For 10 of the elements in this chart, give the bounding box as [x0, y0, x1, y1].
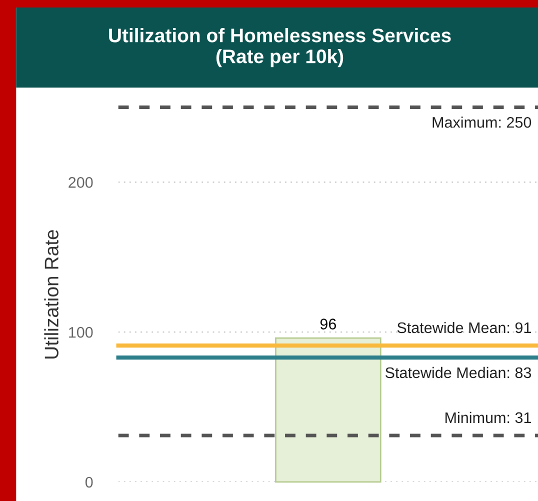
- y-tick-label: 200: [68, 177, 93, 188]
- ref-line-label: Maximum: 250: [432, 116, 532, 128]
- chart-title: Utilization of Homelessness Services (Rate per 10k): [109, 28, 451, 68]
- ref-line-label: Statewide Mean: 91: [397, 322, 531, 334]
- ref-line-label: Statewide Median: 83: [385, 366, 532, 378]
- data-label: 96: [320, 318, 336, 330]
- y-axis-title: Utilization Rate: [44, 230, 58, 358]
- y-tick-label: 0: [85, 476, 93, 488]
- y-tick-label: 100: [69, 326, 93, 338]
- ref-line-label: Minimum: 31: [446, 412, 531, 424]
